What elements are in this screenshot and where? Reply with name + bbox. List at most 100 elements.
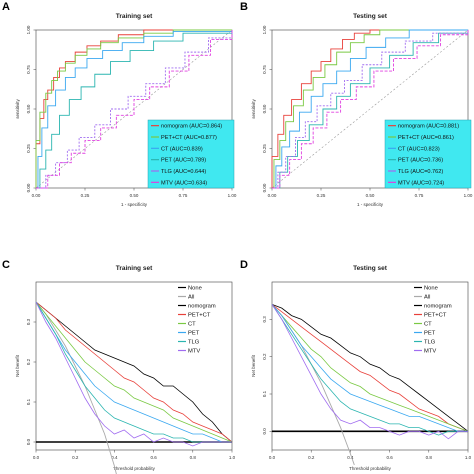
- y-tick-label: 0.3: [262, 316, 267, 323]
- x-tick-label: 0.00: [268, 193, 277, 198]
- y-tick-label: 0.0: [26, 438, 31, 445]
- series-line: [35, 301, 232, 443]
- series-line: [36, 30, 233, 189]
- legend-label: TLG (AUC=0.644): [161, 169, 206, 175]
- legend-label: None: [188, 286, 202, 292]
- y-tick-label: 0.2: [26, 358, 31, 365]
- x-axis-label: 1 - specificity: [121, 202, 148, 207]
- y-tick-label: 0.00: [262, 183, 267, 192]
- y-tick-label: 0.1: [26, 398, 31, 405]
- x-tick-label: 1.0: [465, 455, 472, 460]
- y-tick-label: 0.75: [262, 65, 267, 74]
- legend-label: PET (AUC=0.789): [161, 158, 206, 164]
- legend-label: PET: [188, 331, 200, 337]
- x-tick-label: 1.0: [229, 455, 236, 460]
- series-line: [272, 29, 468, 189]
- x-tick-label: 0.2: [308, 455, 315, 460]
- legend-label: nomogram (AUC=0.864): [161, 124, 222, 130]
- y-axis-label: Net benefit: [15, 354, 20, 377]
- legend-label: MTV (AUC=0.634): [161, 180, 207, 186]
- y-tick-label: 0.50: [26, 104, 31, 113]
- chart-title: Testing set: [353, 265, 388, 272]
- y-tick-label: 0.00: [26, 183, 31, 192]
- series-line: [271, 304, 469, 432]
- x-tick-label: 0.2: [72, 455, 79, 460]
- x-tick-label: 0.50: [366, 193, 375, 198]
- panel-c: C Training set Threshold probability Net be…: [2, 259, 236, 474]
- panel-letter: B: [240, 1, 248, 13]
- legend-label: PET+CT (AUC=0.861): [398, 135, 454, 141]
- legend-label: nomogram: [424, 304, 452, 310]
- series-line: [35, 301, 233, 443]
- legend-label: PET+CT: [188, 313, 211, 319]
- x-tick-label: 0.6: [386, 455, 393, 460]
- legend-label: MTV: [424, 349, 436, 355]
- series-line: [35, 301, 233, 443]
- x-tick-label: 1.00: [464, 193, 473, 198]
- y-tick-label: 1.00: [26, 25, 31, 34]
- legend-label: TLG: [188, 340, 200, 346]
- legend-label: PET (AUC=0.736): [398, 158, 443, 164]
- y-tick-label: 1.00: [262, 25, 267, 34]
- legend-label: None: [424, 286, 438, 292]
- plot-area: [271, 281, 469, 451]
- panel-b: B Testing set 1 - specificity sensitivity 0.…: [240, 1, 473, 207]
- legend-label: TLG: [424, 340, 436, 346]
- x-tick-label: 0.75: [415, 193, 424, 198]
- chart-title: Training set: [116, 265, 153, 272]
- y-axis-label: sensitivity: [251, 99, 256, 119]
- x-tick-label: 0.0: [269, 455, 276, 460]
- series-line: [36, 30, 233, 189]
- y-tick-label: 0.1: [262, 390, 267, 397]
- y-tick-label: 0.25: [26, 144, 31, 153]
- x-tick-label: 0.00: [32, 193, 41, 198]
- x-tick-label: 0.8: [190, 455, 197, 460]
- y-tick-label: 0.2: [262, 353, 267, 360]
- series-line: [271, 304, 468, 436]
- series-line: [35, 301, 233, 443]
- legend-label: MTV: [188, 349, 200, 355]
- x-tick-label: 0.4: [347, 455, 354, 460]
- legend-label: TLG (AUC=0.762): [398, 169, 443, 175]
- series-line: [35, 301, 232, 443]
- y-tick-label: 0.50: [262, 104, 267, 113]
- x-tick-label: 0.25: [317, 193, 326, 198]
- legend-label: PET: [424, 331, 436, 337]
- reference-diagonal: [271, 29, 469, 189]
- x-tick-label: 0.0: [33, 455, 40, 460]
- legend-label: All: [188, 295, 194, 301]
- x-axis-label: Threshold probability: [113, 466, 156, 471]
- series-line: [272, 30, 469, 189]
- x-tick-label: 0.75: [179, 193, 188, 198]
- series-line: [271, 304, 469, 432]
- legend-label: PET+CT: [424, 313, 447, 319]
- legend-box: [384, 119, 472, 189]
- series-line: [271, 29, 468, 188]
- chart-title: Testing set: [353, 13, 388, 20]
- series-line: [36, 30, 233, 189]
- series-line: [271, 304, 468, 440]
- series-line: [271, 304, 469, 432]
- panel-letter: D: [240, 259, 248, 271]
- x-axis-label: Threshold probability: [349, 466, 392, 471]
- y-tick-label: 0.25: [262, 144, 267, 153]
- x-tick-label: 0.25: [81, 193, 90, 198]
- legend-label: nomogram: [188, 304, 216, 310]
- y-axis-label: Net benefit: [251, 354, 256, 377]
- x-tick-label: 1.00: [228, 193, 237, 198]
- x-axis-label: 1 - specificity: [357, 202, 384, 207]
- series-line: [271, 304, 468, 432]
- series-line: [272, 29, 468, 189]
- x-tick-label: 0.50: [130, 193, 139, 198]
- panel-a: A Training set 1 - specificity sensitivity 0…: [2, 1, 237, 207]
- x-tick-label: 0.6: [150, 455, 157, 460]
- legend-box: [147, 119, 235, 189]
- legend-label: CT (AUC=0.839): [161, 146, 203, 152]
- legend-label: nomogram (AUC=0.881): [398, 124, 459, 130]
- legend-label: CT (AUC=0.823): [398, 146, 440, 152]
- y-tick-label: 0.75: [26, 65, 31, 74]
- series-line: [35, 301, 232, 447]
- legend-label: MTV (AUC=0.724): [398, 180, 444, 186]
- series-line: [35, 301, 117, 474]
